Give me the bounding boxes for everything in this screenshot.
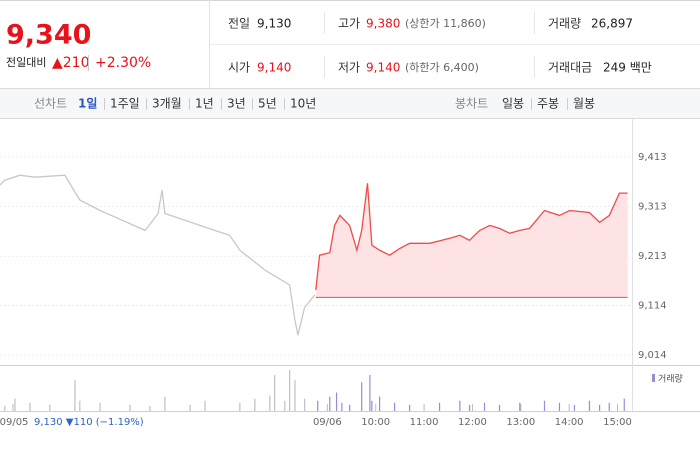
candle-tab[interactable]: 주봉 (537, 97, 559, 111)
stat-value: 26,897 (591, 17, 633, 31)
tab-bar (0, 88, 700, 119)
tab-group-label: 선차트 (34, 97, 67, 111)
x-tick-label: 09/06 (313, 417, 342, 428)
volume-bar (239, 402, 241, 411)
price-line (315, 183, 628, 291)
volume-bar (543, 400, 546, 411)
stat-label: 고가 (338, 17, 360, 31)
volume-bar (371, 400, 373, 411)
volume-bar (99, 402, 101, 411)
volume-bar (498, 404, 501, 411)
volume-bar (519, 402, 521, 411)
volume-bar (459, 400, 461, 411)
volume-bar (294, 380, 296, 411)
stat-note: (하한가 6,400) (405, 60, 479, 74)
volume-bar (284, 400, 286, 411)
stat-value: 9,140 (257, 61, 291, 75)
y-tick-label: 9,413 (638, 152, 667, 163)
period-tab[interactable]: 3개월 (152, 97, 182, 111)
period-tab[interactable]: 1년 (195, 97, 214, 111)
x-tick-label: 12:00 (458, 417, 487, 428)
price-line (0, 174, 316, 336)
period-tab[interactable]: 5년 (258, 97, 277, 111)
x-tick-label: 10:00 (361, 417, 390, 428)
x-tick-label: 15:00 (603, 417, 632, 428)
volume-bar (79, 400, 81, 411)
period-tab[interactable]: 1일 (78, 97, 97, 111)
volume-bar (468, 404, 471, 411)
volume-bar (558, 402, 561, 411)
volume-bar (483, 402, 486, 411)
volume-bar (599, 404, 601, 411)
legend-swatch (652, 374, 655, 382)
volume-bar (129, 404, 131, 411)
stat-label: 저가 (338, 61, 360, 75)
volume-bar (361, 382, 363, 411)
volume-bar (341, 402, 343, 411)
volume-bar (623, 398, 625, 411)
candle-tab[interactable]: 월봉 (573, 97, 595, 111)
volume-bar (304, 398, 306, 411)
volume-bar (74, 380, 76, 411)
volume-bar (289, 369, 291, 411)
volume-bar (438, 402, 441, 411)
volume-bar (588, 400, 591, 411)
stat-label: 전일 (228, 17, 250, 31)
stat-value: 249 백만 (603, 61, 652, 75)
current-price: 9,340 (6, 20, 91, 51)
volume-bar (608, 402, 610, 411)
volume-bar (204, 400, 206, 411)
change-amount: ▲210 (52, 55, 90, 71)
volume-bar (335, 392, 338, 411)
period-tab[interactable]: 10년 (290, 97, 316, 111)
volume-bar (29, 402, 31, 411)
x-tick-label: 11:00 (410, 417, 439, 428)
volume-bar (14, 398, 16, 411)
footer-quote: 9,130 ▼110 (−1.19%) (34, 417, 144, 428)
change-rate: +2.30% (95, 55, 151, 71)
x-tick-label: 13:00 (506, 417, 535, 428)
volume-bar (274, 375, 276, 411)
volume-bar (393, 402, 396, 411)
stat-label: 거래대금 (548, 61, 592, 75)
volume-bar (49, 404, 51, 411)
stat-value: 9,140 (366, 61, 400, 75)
change-label: 전일대비 (6, 55, 46, 69)
volume-bar (317, 400, 319, 411)
volume-bar (189, 404, 191, 411)
volume-bar (349, 404, 351, 411)
x-tick-label: 09/05 (0, 417, 28, 428)
volume-bar (378, 396, 381, 411)
candle-tab[interactable]: 일봉 (502, 97, 524, 111)
y-tick-label: 9,114 (638, 300, 667, 311)
stat-value: 9,380 (366, 17, 400, 31)
period-tab[interactable]: 1주일 (110, 97, 140, 111)
volume-bar (573, 404, 576, 411)
tab-group-label: 봉차트 (455, 97, 488, 111)
y-tick-label: 9,014 (638, 350, 667, 361)
volume-bar (369, 375, 371, 411)
stat-value: 9,130 (257, 17, 291, 31)
stat-label: 시가 (228, 61, 250, 75)
stat-label: 거래량 (548, 17, 581, 31)
volume-bar (149, 405, 151, 411)
volume-bar (164, 396, 166, 411)
volume-bar (408, 404, 411, 411)
volume-bar (269, 395, 271, 411)
volume-bar (329, 396, 331, 411)
stat-note: (상한가 11,860) (405, 17, 486, 30)
x-tick-label: 14:00 (555, 417, 584, 428)
volume-bar (254, 398, 256, 411)
y-tick-label: 9,213 (638, 251, 667, 262)
period-tab[interactable]: 3년 (227, 97, 246, 111)
volume-bar (4, 405, 6, 411)
legend-label: 거래량 (658, 373, 683, 385)
price-area (315, 183, 628, 298)
y-tick-label: 9,313 (638, 202, 667, 213)
